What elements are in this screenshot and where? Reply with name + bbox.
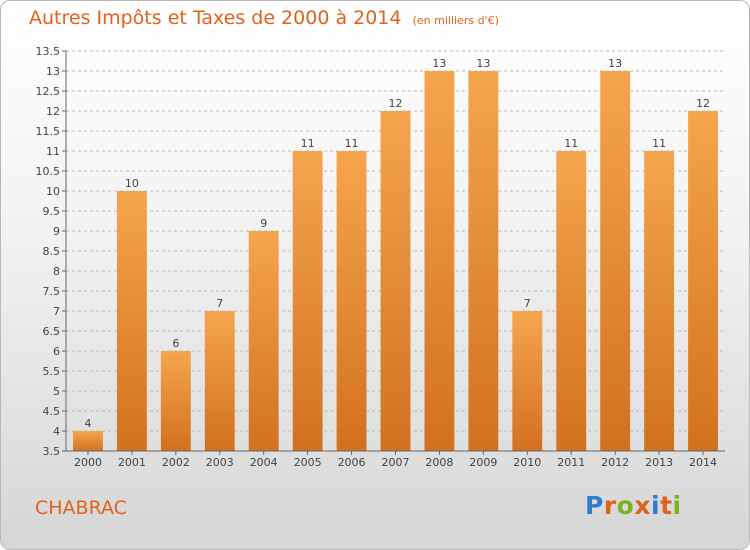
x-tick-label: 2009 — [469, 456, 497, 469]
bar-value-label: 9 — [260, 217, 267, 230]
bar-2000 — [73, 431, 103, 451]
bar-value-label: 11 — [345, 137, 359, 150]
x-tick-label: 2012 — [601, 456, 629, 469]
bar-2006 — [336, 151, 367, 451]
y-tick-label: 9.5 — [43, 205, 61, 218]
bar-value-label: 7 — [524, 297, 531, 310]
x-tick-label: 2013 — [645, 456, 673, 469]
logo-letter: i — [672, 491, 682, 520]
bar-value-label: 13 — [608, 57, 622, 70]
bar-value-label: 12 — [696, 97, 710, 110]
bar-2003 — [204, 311, 235, 451]
x-tick-label: 2014 — [689, 456, 717, 469]
proxiti-logo[interactable]: Proxiti — [585, 491, 682, 520]
logo-letter: P — [585, 491, 604, 520]
label-layer: 4 10 6 7 9 11 11 12 13 13 7 11 13 11 12 — [84, 57, 710, 430]
x-tick-label: 2010 — [513, 456, 541, 469]
bar-2002 — [160, 351, 191, 451]
y-tick-label: 13.5 — [36, 45, 61, 58]
bar-value-label: 4 — [84, 417, 91, 430]
bar-2005 — [292, 151, 323, 451]
y-tick-label: 5.5 — [43, 365, 61, 378]
logo-letter: t — [660, 491, 673, 520]
y-tick-label: 11 — [46, 145, 60, 158]
bar-2007 — [380, 111, 411, 451]
bar-value-label: 7 — [216, 297, 223, 310]
bar-2014 — [688, 111, 718, 451]
x-tick-label: 2003 — [206, 456, 234, 469]
logo-letter: r — [603, 491, 617, 520]
bar-2013 — [644, 151, 675, 451]
x-tick-label: 2004 — [250, 456, 278, 469]
x-tick-label: 2008 — [425, 456, 453, 469]
bar-value-label: 11 — [564, 137, 578, 150]
y-tick-label: 8 — [53, 265, 60, 278]
bar-layer — [73, 71, 718, 451]
chart-title: Autres Impôts et Taxes de 2000 à 2014 — [29, 7, 402, 29]
bar-value-label: 12 — [389, 97, 403, 110]
y-tick-label: 4.5 — [43, 405, 61, 418]
y-tick-label: 12.5 — [36, 85, 61, 98]
bar-value-label: 13 — [476, 57, 490, 70]
y-tick-label: 12 — [46, 105, 60, 118]
bar-2010 — [512, 311, 543, 451]
bar-2001 — [116, 191, 147, 451]
bar-2009 — [468, 71, 499, 451]
y-tick-label: 3.5 — [43, 445, 61, 458]
x-tick-label: 2007 — [382, 456, 410, 469]
chart-title-block: Autres Impôts et Taxes de 2000 à 2014 (e… — [29, 7, 499, 29]
x-tick-label: 2011 — [557, 456, 585, 469]
y-tick-label: 13 — [46, 65, 60, 78]
y-tick-label: 6.5 — [43, 325, 61, 338]
y-tick-label: 5 — [53, 385, 60, 398]
x-tick-label: 2006 — [338, 456, 366, 469]
y-tick-label: 8.5 — [43, 245, 61, 258]
x-tick-label: 2000 — [74, 456, 102, 469]
logo-letter: i — [651, 491, 661, 520]
logo-letter: x — [634, 491, 651, 520]
axis-layer: 3.5 4 4.5 5 5.5 6 6.5 7 7.5 8 8.5 9 9.5 10 10.5 11 11.5 1… — [36, 45, 725, 469]
bar-value-label: 11 — [301, 137, 315, 150]
bar-value-label: 10 — [125, 177, 139, 190]
bar-value-label: 13 — [432, 57, 446, 70]
y-tick-label: 10.5 — [36, 165, 61, 178]
x-tick-label: 2002 — [162, 456, 190, 469]
y-tick-label: 7 — [53, 305, 60, 318]
y-tick-label: 9 — [53, 225, 60, 238]
y-tick-label: 6 — [53, 345, 60, 358]
y-tick-label: 4 — [53, 425, 60, 438]
bar-value-label: 6 — [172, 337, 179, 350]
y-tick-label: 10 — [46, 185, 60, 198]
bar-value-label: 11 — [652, 137, 666, 150]
bar-2012 — [600, 71, 631, 451]
x-tick-label: 2005 — [294, 456, 322, 469]
logo-letter: o — [616, 491, 635, 520]
y-tick-label: 7.5 — [43, 285, 61, 298]
bar-2011 — [556, 151, 587, 451]
chart-unit: (en milliers d'€) — [412, 14, 499, 27]
bar-2008 — [424, 71, 455, 451]
commune-name: CHABRAC — [35, 497, 127, 519]
x-tick-label: 2001 — [118, 456, 146, 469]
y-tick-label: 11.5 — [36, 125, 61, 138]
bar-2004 — [248, 231, 279, 451]
